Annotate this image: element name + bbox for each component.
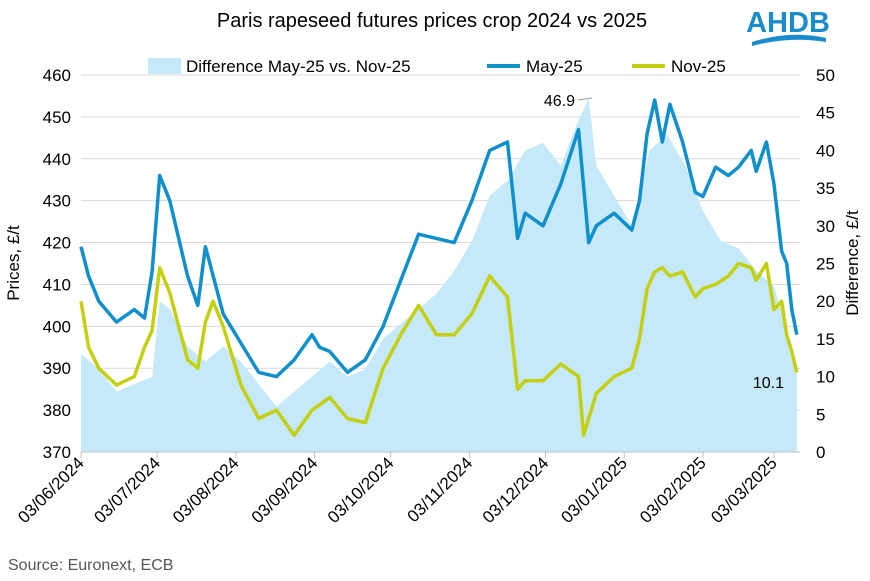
x-tick-label: 03/11/2024: [404, 453, 477, 526]
y2-tick-label: 10: [816, 368, 835, 387]
series-line-nov-25: [79, 261, 799, 437]
y-tick-label: 380: [43, 401, 71, 420]
x-tick-label: 03/06/2024: [14, 453, 88, 527]
logo-text: AHDB: [746, 7, 830, 39]
y2-tick-label: 50: [816, 66, 835, 85]
y-tick-label: 440: [43, 150, 71, 169]
y2-axis-label: Difference, £/t: [843, 210, 862, 316]
logo-wave-icon: [752, 34, 826, 46]
y-tick-label: 460: [43, 66, 71, 85]
x-tick-label: 03/03/2025: [707, 453, 781, 527]
x-tick-label: 03/08/2024: [169, 453, 243, 527]
y-tick-label: 390: [43, 359, 71, 378]
legend: Difference May-25 vs. Nov-25 May-25 Nov-…: [148, 57, 726, 76]
y2-tick-label: 35: [816, 179, 835, 198]
x-tick-label: 03/09/2024: [248, 453, 322, 527]
source-note: Source: Euronext, ECB: [8, 557, 173, 574]
annotation-peak-leader: [577, 97, 593, 101]
y-axis-label: Prices, £/t: [4, 225, 23, 301]
x-tick-label: 03/02/2025: [636, 453, 710, 527]
legend-label-may: May-25: [526, 57, 583, 76]
annotation-peak: 46.9: [544, 93, 575, 110]
series-line-may-25: [79, 98, 799, 379]
annotation-latest: 10.1: [753, 375, 784, 392]
y2-tick-label: 0: [816, 443, 825, 462]
legend-label-nov: Nov-25: [671, 57, 726, 76]
y-tick-label: 400: [43, 317, 71, 336]
y2-tick-label: 45: [816, 104, 835, 123]
y2-tick-label: 20: [816, 292, 835, 311]
x-tick-label: 03/12/2024: [479, 453, 553, 527]
legend-swatch-difference: [148, 58, 181, 74]
y-tick-label: 370: [43, 443, 71, 462]
y2-tick-label: 40: [816, 141, 835, 160]
y-tick-label: 450: [43, 108, 71, 127]
x-tick-label: 03/07/2024: [90, 453, 164, 527]
x-tick-label: 03/10/2024: [324, 453, 398, 527]
x-tick-label: 03/01/2025: [557, 453, 631, 527]
y2-tick-label: 25: [816, 255, 835, 274]
difference-area-shape: [81, 98, 797, 453]
price-lines: [79, 98, 799, 437]
y2-tick-label: 30: [816, 217, 835, 236]
difference-area: [81, 98, 797, 453]
chart-title: Paris rapeseed futures prices crop 2024 …: [217, 10, 647, 32]
y-tick-label: 430: [43, 192, 71, 211]
ahdb-logo: AHDB: [746, 7, 830, 46]
legend-label-difference: Difference May-25 vs. Nov-25: [186, 57, 411, 76]
y2-tick-label: 15: [816, 330, 835, 349]
y-tick-label: 420: [43, 234, 71, 253]
y-tick-label: 410: [43, 275, 71, 294]
y2-tick-label: 5: [816, 405, 825, 424]
